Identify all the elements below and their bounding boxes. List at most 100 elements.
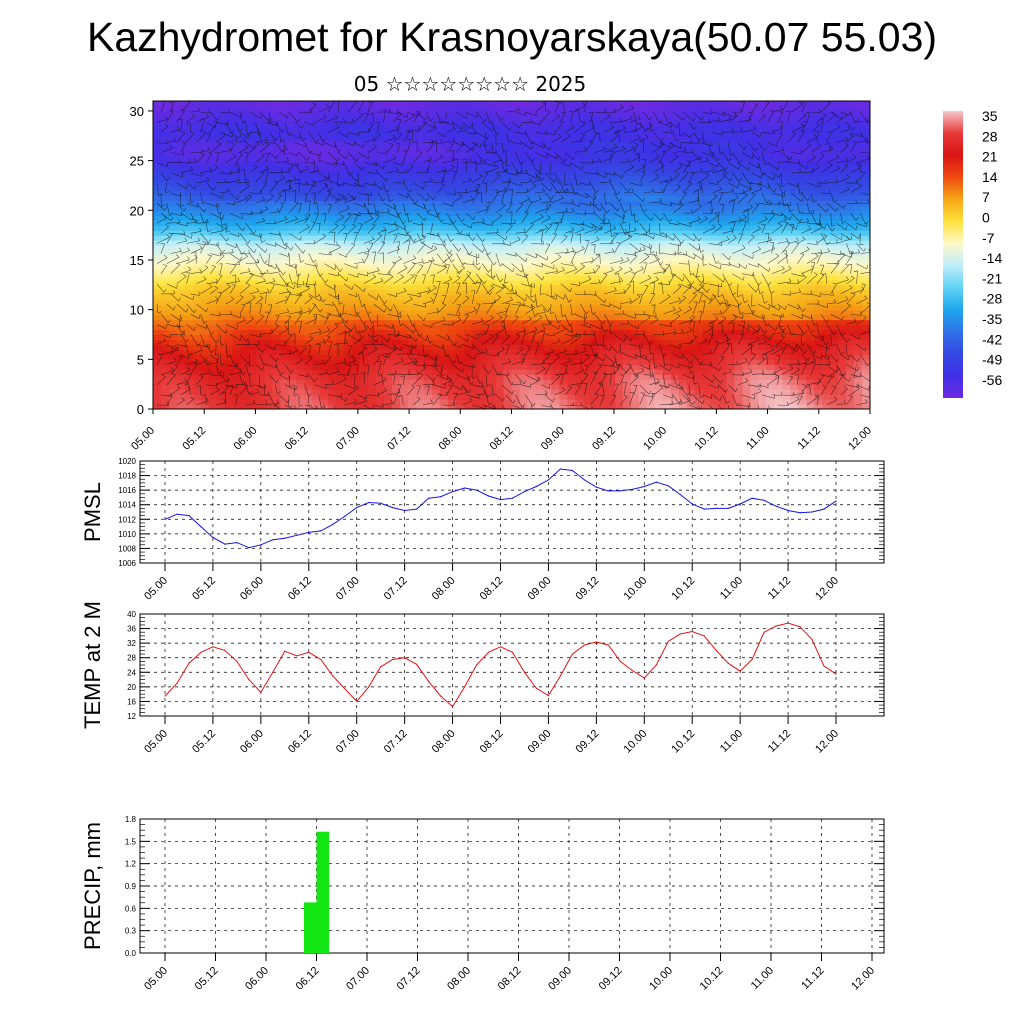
x-tick-label: 10.12 [669, 728, 697, 756]
x-tick-label: 06.00 [243, 965, 271, 993]
heatmap-x-tick-label: 07.12 [385, 425, 413, 453]
x-tick-label: 08.12 [478, 728, 506, 756]
x-tick-label: 07.12 [395, 965, 423, 993]
x-tick-label: 09.00 [526, 728, 554, 756]
colorbar: 35 28 21 14 7 0 -7 -14 -21 -28 -35 -42 -49 -56 [943, 108, 1002, 398]
y-tick-label: 1008 [118, 544, 136, 553]
x-tick-label: 11.00 [718, 575, 745, 602]
y-tick-label: 1020 [118, 457, 136, 466]
data-point [511, 497, 514, 499]
y-tick-label: 16 [127, 697, 136, 706]
data-point [763, 631, 765, 633]
y-tick-label: 1.8 [125, 815, 137, 824]
y-tick-label: 0.6 [125, 904, 137, 913]
data-point [487, 651, 490, 653]
x-tick-label: 09.12 [597, 965, 625, 993]
data-point [535, 687, 538, 689]
data-point [380, 502, 382, 504]
x-tick-label: 11.12 [766, 728, 793, 755]
heatmap-y-tick-label: 15 [130, 253, 144, 268]
data-point [607, 644, 609, 646]
heatmap-x-tick-label: 10.00 [641, 425, 669, 453]
data-point [727, 662, 729, 664]
data-point [284, 650, 286, 652]
data-point [392, 658, 394, 661]
data-point [248, 679, 250, 681]
data-point [679, 633, 681, 635]
data-point [452, 705, 454, 708]
colorbar-label: -28 [982, 291, 1002, 307]
x-tick-label: 06.12 [286, 575, 314, 603]
heatmap-x-tick-label: 08.12 [488, 425, 516, 453]
data-point [655, 664, 657, 666]
heatmap-x-tick-label: 11.00 [744, 425, 771, 452]
data-point [763, 499, 765, 501]
y-tick-label: 0.3 [125, 927, 137, 936]
data-point [799, 512, 801, 514]
data-point [428, 680, 430, 683]
heatmap-x-tick-label: 12.00 [846, 425, 874, 453]
y-tick-label: 1012 [118, 515, 136, 524]
data-point [739, 670, 741, 672]
colorbar-label: -49 [982, 352, 1002, 368]
data-point [380, 666, 382, 668]
data-point [188, 662, 190, 664]
heatmap-x-tick-label: 10.12 [693, 425, 721, 453]
data-point [823, 665, 825, 667]
data-point [499, 646, 502, 648]
data-point [200, 651, 202, 653]
colorbar-label: 21 [982, 149, 998, 165]
precip-bar [303, 902, 317, 953]
x-tick-label: 06.12 [294, 965, 322, 993]
y-tick-label: 20 [127, 683, 136, 692]
data-point [296, 655, 298, 657]
chart-title: Kazhydromet for Krasnoyarskaya(50.07 55.… [86, 14, 938, 60]
data-point [475, 664, 478, 666]
data-point [667, 640, 669, 642]
data-point [308, 531, 310, 534]
y-tick-label: 1018 [118, 472, 136, 481]
colorbar-label: -35 [982, 311, 1002, 327]
x-tick-label: 08.12 [478, 575, 506, 603]
data-point [224, 543, 226, 545]
data-point [775, 625, 777, 627]
data-point [236, 660, 238, 663]
data-point [619, 490, 621, 492]
data-point [823, 508, 825, 510]
data-point [703, 635, 705, 637]
y-tick-label: 32 [127, 639, 136, 648]
x-tick-label: 08.00 [430, 728, 458, 756]
heatmap-x-tick-label: 08.00 [436, 425, 464, 453]
data-point [284, 537, 286, 539]
colorbar-label: -21 [982, 270, 1002, 286]
data-point [835, 673, 837, 675]
data-point [811, 511, 813, 513]
data-point [368, 686, 370, 688]
heatmap-x-tick-label: 11.12 [796, 425, 823, 452]
data-point [751, 658, 753, 661]
heatmap-y-tick-label: 25 [130, 154, 144, 169]
data-point [487, 495, 490, 497]
heatmap-y-tick-label: 30 [130, 104, 144, 119]
y-tick-label: 28 [127, 654, 136, 663]
x-tick-label: 12.00 [813, 728, 841, 756]
colorbar-label: 14 [982, 169, 998, 185]
data-point [308, 651, 310, 653]
y-tick-label: 1016 [118, 486, 136, 495]
grid [140, 613, 884, 717]
y-tick-label: 24 [127, 668, 136, 677]
data-point [260, 544, 262, 546]
heatmap-y-tick-label: 0 [137, 402, 144, 417]
x-tick-label: 10.00 [621, 575, 649, 603]
data-point [691, 630, 693, 633]
temp-2m-panel: 12 16 20 24 28 32 36 40 05.00 05.12 06.00 06.12 07.0… [80, 601, 885, 756]
data-point [643, 677, 645, 679]
y-tick-label: 1.2 [125, 860, 137, 869]
x-tick-label: 11.00 [749, 965, 776, 992]
y-axis-label: PRECIP, mm [80, 822, 105, 950]
data-point [691, 503, 693, 505]
data-point [811, 638, 813, 641]
data-point [775, 505, 777, 507]
colorbar-label: -7 [982, 230, 995, 246]
y-tick-label: 0.0 [125, 949, 137, 958]
